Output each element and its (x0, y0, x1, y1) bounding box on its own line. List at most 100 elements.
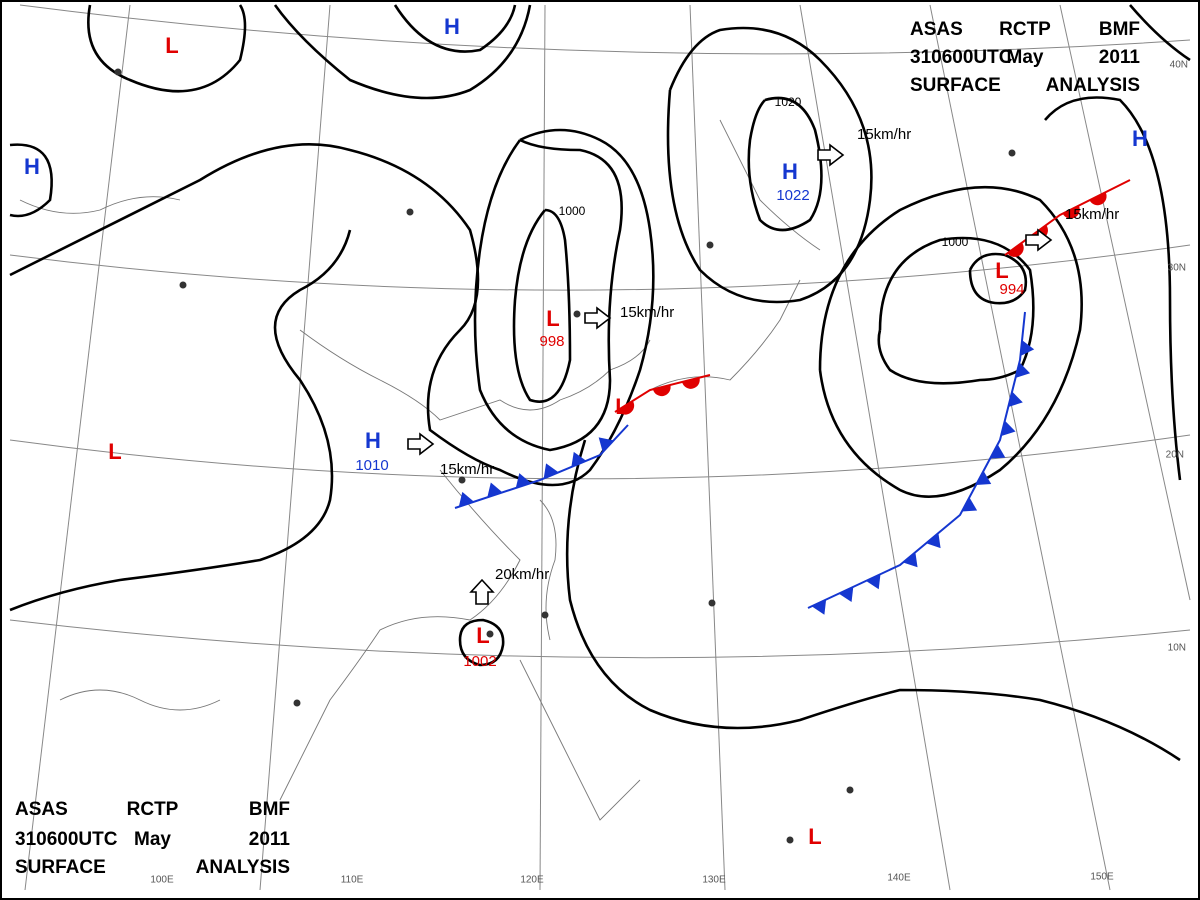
pressure-center: L (108, 439, 121, 464)
title-word: RCTP (999, 19, 1051, 40)
central-pressure: 1002 (463, 653, 496, 670)
motion-speed: 15km/hr (857, 126, 911, 143)
front-symbol (571, 451, 587, 467)
isobar (747, 96, 823, 232)
title-word: ANALYSIS (1046, 75, 1140, 96)
central-pressure: 1022 (776, 187, 809, 204)
front-symbol (811, 599, 827, 615)
front-symbol (1000, 420, 1016, 437)
longitude-label: 140E (887, 873, 911, 884)
front-symbol (1089, 192, 1107, 206)
front-symbol (617, 400, 635, 415)
title-word: May (1007, 47, 1044, 68)
longitude-label: 100E (150, 875, 174, 886)
coastline (59, 689, 221, 711)
isobar (9, 128, 655, 487)
motion-speed: 15km/hr (440, 461, 494, 478)
front-symbol (1020, 340, 1035, 357)
labels: ASAS RCTP BMF 310600UTC May 2011 SURFACE ANALYS… (15, 14, 1188, 886)
title-word: 2011 (249, 829, 291, 850)
longitude-label: 150E (1090, 872, 1114, 883)
station-marker (1008, 149, 1016, 157)
front-symbol (652, 384, 671, 397)
coastline (279, 469, 521, 801)
motion-arrow (817, 143, 845, 167)
front-symbol (865, 574, 881, 590)
title-word: ASAS (15, 799, 68, 820)
front-symbol (1062, 205, 1080, 219)
grid-line (929, 4, 1111, 891)
motion-speed: 20km/hr (495, 566, 549, 583)
front-symbol (458, 491, 474, 507)
pressure-center: L (165, 33, 178, 58)
central-pressure: 1010 (355, 457, 388, 474)
coastline (519, 659, 641, 821)
station-marker (541, 611, 549, 619)
longitude-label: 130E (702, 875, 726, 886)
front-symbol (543, 463, 559, 479)
isobar (393, 4, 517, 53)
motion-speed: 15km/hr (1065, 206, 1119, 223)
front-symbol (1007, 242, 1024, 257)
pressure-center: H (444, 14, 460, 39)
grid-line (9, 244, 1191, 291)
front-symbol (838, 586, 854, 602)
motion-arrow (1025, 228, 1053, 252)
motion-arrow (584, 306, 612, 330)
isobar (9, 143, 53, 218)
front-symbol (1015, 362, 1031, 378)
pressure-center: L (476, 623, 489, 648)
front-symbol (976, 470, 992, 485)
title-word: RCTP (127, 799, 179, 820)
title-word: 310600UTC (15, 829, 118, 850)
motion-arrow (469, 578, 495, 605)
fronts (454, 179, 1131, 615)
pressure-center: L (808, 824, 821, 849)
title-word: SURFACE (910, 75, 1001, 96)
latitude-label: 10N (1168, 643, 1186, 654)
grid-line (689, 4, 726, 891)
title-word: May (134, 829, 171, 850)
isobar (9, 229, 352, 612)
pressure-center: L (615, 394, 628, 419)
grid-line (9, 619, 1191, 659)
front-symbol (515, 473, 531, 488)
grid-line (24, 4, 131, 891)
pressure-center: H (782, 159, 798, 184)
grid-line (259, 4, 331, 891)
station-marker (786, 836, 794, 844)
isobar-label: 1000 (559, 204, 586, 218)
warm-front (1004, 179, 1131, 256)
pressure-center: L (995, 258, 1008, 283)
front-symbol (990, 444, 1006, 459)
title-word: ANALYSIS (196, 857, 290, 878)
motion-speed: 15km/hr (620, 304, 674, 321)
station-marker (706, 241, 714, 249)
grid-line (19, 4, 1191, 55)
title-word: BMF (249, 799, 290, 820)
longitude-label: 120E (520, 875, 544, 886)
isobar (458, 618, 505, 667)
isobar-label: 1000 (942, 235, 969, 249)
station-marker (114, 68, 122, 76)
pressure-center: L (546, 306, 559, 331)
isobar (968, 252, 1028, 305)
station-marker (708, 599, 716, 607)
isobar (1044, 96, 1182, 481)
front-symbol (487, 482, 503, 498)
front-symbol (598, 437, 614, 453)
grid-line (1059, 4, 1191, 601)
pressure-center: H (365, 428, 381, 453)
front-symbol (903, 552, 918, 568)
pressure-center: H (24, 154, 40, 179)
latitude-label: 20N (1166, 450, 1184, 461)
front-symbol (1008, 391, 1023, 408)
isobar (1129, 4, 1191, 62)
isobar (565, 439, 1181, 762)
isobar (818, 185, 1083, 498)
central-pressure: 994 (999, 281, 1024, 298)
front-symbol (682, 377, 700, 389)
pressure-center: H (1132, 126, 1148, 151)
motion-arrow (407, 432, 435, 456)
